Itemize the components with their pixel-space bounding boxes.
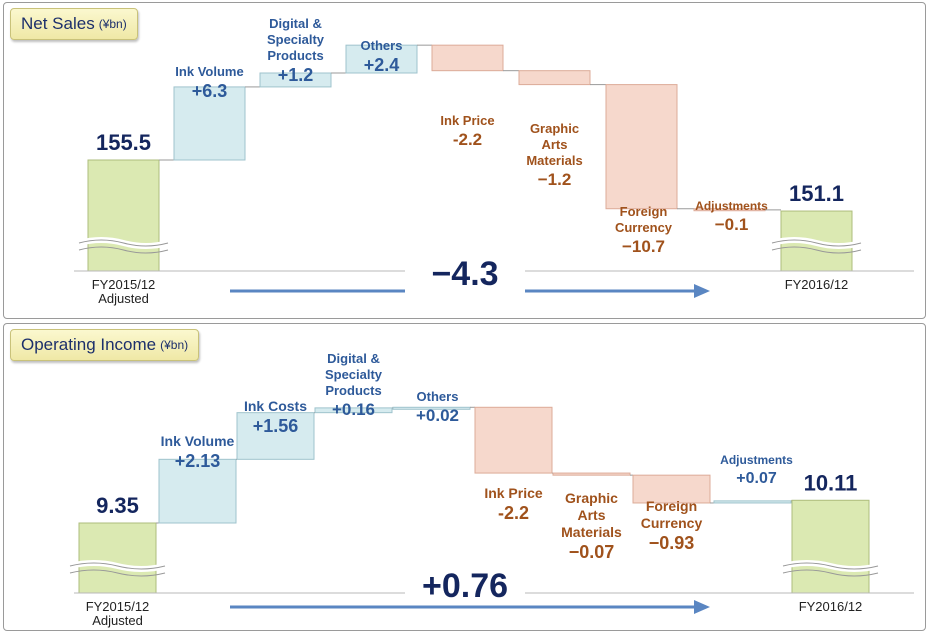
operating-income-xlabel-end-0: FY2016/12 xyxy=(799,599,863,614)
operating-income-step-value-7: +0.07 xyxy=(736,470,777,487)
operating-income-step-name-5-line1: Arts xyxy=(577,507,605,523)
operating-income-title-text: Operating Income xyxy=(21,335,157,354)
operating-income-bar-step-0 xyxy=(158,458,237,524)
operating-income-step-name-2-line2: Products xyxy=(325,383,381,398)
operating-income-axis-break-end-line-a xyxy=(782,562,879,570)
net-sales-unit: (¥bn) xyxy=(98,17,127,31)
operating-income-axis-break-end-line-b xyxy=(782,569,879,577)
operating-income-step-value-6: −0.93 xyxy=(649,533,695,553)
operating-income-step-name-6-line1: Currency xyxy=(641,515,703,531)
net-sales-total-change-bg xyxy=(405,255,525,293)
operating-income-step-name-0-line0: Ink Volume xyxy=(161,433,235,449)
net-sales-step-name-4-line1: Arts xyxy=(541,137,567,152)
net-sales-axis-break-start-line-b xyxy=(78,246,169,254)
net-sales-step-value-2: +2.4 xyxy=(364,55,400,75)
operating-income-axis-break-start-line-a xyxy=(69,562,166,570)
net-sales-bar-step-5 xyxy=(605,84,678,210)
operating-income-bar-step-2 xyxy=(314,407,393,414)
net-sales-step-value-0: +6.3 xyxy=(192,81,228,101)
net-sales-step-value-3: -2.2 xyxy=(453,130,482,149)
net-sales-step-name-2-line0: Others xyxy=(361,38,403,53)
operating-income-bar-start xyxy=(78,522,157,594)
operating-income-bar-step-1 xyxy=(236,412,315,460)
operating-income-bar-step-4 xyxy=(474,406,553,474)
operating-income-title: Operating Income (¥bn) xyxy=(10,329,200,361)
operating-income-xlabel-start-1: Adjusted xyxy=(92,613,143,628)
operating-income-step-value-1: +1.56 xyxy=(253,416,299,436)
net-sales-value-start: 155.5 xyxy=(96,130,151,155)
net-sales-xlabel-end-0: FY2016/12 xyxy=(785,277,849,292)
operating-income-total-change-bg xyxy=(405,567,525,605)
net-sales-step-name-0-line0: Ink Volume xyxy=(175,64,243,79)
net-sales-step-value-5: −10.7 xyxy=(622,237,665,256)
operating-income-step-name-6-line0: Foreign xyxy=(646,498,697,514)
net-sales-title-text: Net Sales xyxy=(21,14,95,33)
net-sales-value-end: 151.1 xyxy=(789,181,844,206)
net-sales-bar-step-4 xyxy=(518,70,591,86)
operating-income-total-arrow-shaft xyxy=(230,605,696,609)
operating-income-step-name-7-line0: Adjustments xyxy=(720,453,793,467)
operating-income-total-arrow-head xyxy=(694,600,710,614)
operating-income-step-name-3-line0: Others xyxy=(417,389,459,404)
net-sales-panel: Net Sales (¥bn) 155.5 FY2015/12 Adjusted In… xyxy=(3,2,926,319)
operating-income-bar-step-5 xyxy=(552,472,631,476)
net-sales-bar-step-1 xyxy=(259,72,332,88)
net-sales-xlabel-start-1: Adjusted xyxy=(98,291,149,306)
operating-income-bar-step-6 xyxy=(632,474,711,504)
operating-income-axis-break-start-line-b xyxy=(69,569,166,577)
net-sales-step-name-6-line0: Adjustments xyxy=(695,199,768,213)
operating-income-value-end: 10.11 xyxy=(804,470,858,495)
net-sales-step-value-4: −1.2 xyxy=(538,170,572,189)
operating-income-step-name-5-line0: Graphic xyxy=(565,490,618,506)
net-sales-step-name-1-line2: Products xyxy=(267,48,323,63)
net-sales-bar-start xyxy=(87,159,160,272)
operating-income-xlabel-start-0: FY2015/12 xyxy=(86,599,150,614)
net-sales-step-name-5-line1: Currency xyxy=(615,220,673,235)
operating-income-value-start: 9.35 xyxy=(96,493,139,518)
operating-income-bar-step-7 xyxy=(713,500,792,504)
net-sales-step-name-1-line1: Specialty xyxy=(267,32,325,47)
net-sales-step-name-4-line0: Graphic xyxy=(530,121,579,136)
operating-income-unit: (¥bn) xyxy=(160,338,189,352)
net-sales-step-value-1: +1.2 xyxy=(278,65,314,85)
operating-income-step-value-3: +0.02 xyxy=(416,406,459,425)
operating-income-step-name-2-line0: Digital & xyxy=(327,351,380,366)
net-sales-step-name-3-line0: Ink Price xyxy=(440,113,494,128)
operating-income-step-value-0: +2.13 xyxy=(175,451,221,471)
operating-income-step-name-1-line0: Ink Costs xyxy=(244,398,307,414)
net-sales-title: Net Sales (¥bn) xyxy=(10,8,138,40)
net-sales-total-change: −4.3 xyxy=(431,255,498,293)
operating-income-bar-end xyxy=(791,499,870,594)
net-sales-step-name-1-line0: Digital & xyxy=(269,16,322,31)
operating-income-panel: Operating Income (¥bn) 9.35 FY2015/12 Adju… xyxy=(3,323,926,631)
net-sales-xlabel-start-0: FY2015/12 xyxy=(92,277,156,292)
net-sales-bar-step-3 xyxy=(431,44,504,72)
net-sales-axis-break-start-line-a xyxy=(78,239,169,247)
operating-income-step-value-5: −0.07 xyxy=(569,542,615,562)
net-sales-total-arrow-head xyxy=(694,284,710,298)
operating-income-bar-step-3 xyxy=(392,406,471,410)
net-sales-bar-step-0 xyxy=(173,86,246,161)
net-sales-bar-step-2 xyxy=(345,44,418,74)
operating-income-step-name-4-line0: Ink Price xyxy=(484,485,543,501)
net-sales-axis-break-end-line-a xyxy=(771,239,862,247)
net-sales-step-name-5-line0: Foreign xyxy=(620,204,668,219)
net-sales-step-name-4-line2: Materials xyxy=(526,153,582,168)
operating-income-total-change: +0.76 xyxy=(422,567,508,605)
net-sales-axis-break-end-line-b xyxy=(771,246,862,254)
operating-income-step-value-2: +0.16 xyxy=(332,400,375,419)
operating-income-step-name-5-line2: Materials xyxy=(561,524,622,540)
operating-income-step-name-2-line1: Specialty xyxy=(325,367,383,382)
operating-income-step-value-4: -2.2 xyxy=(498,503,529,523)
net-sales-step-value-6: −0.1 xyxy=(715,215,749,234)
